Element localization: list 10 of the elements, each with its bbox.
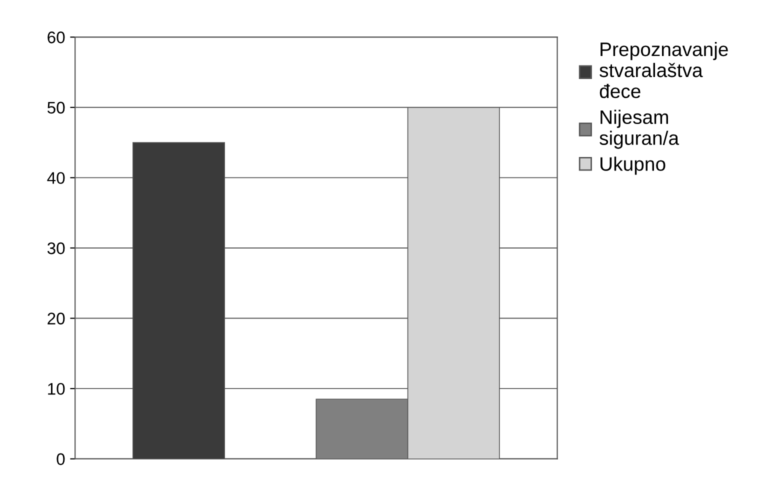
legend-label: Prepoznavanje stvaralaštva đece — [600, 42, 728, 98]
y-tick-label: 10 — [48, 382, 65, 395]
legend-label: Nijesam siguran/a — [600, 110, 680, 149]
y-tick-label: 20 — [48, 312, 65, 324]
y-tick-label: 50 — [47, 102, 65, 114]
legend-label: Ukupno — [600, 156, 666, 175]
y-tick-label: 30 — [47, 242, 65, 254]
y-tick-label: 0 — [56, 453, 65, 466]
y-tick-label: 60 — [48, 32, 65, 44]
y-tick-label: 40 — [47, 172, 65, 184]
